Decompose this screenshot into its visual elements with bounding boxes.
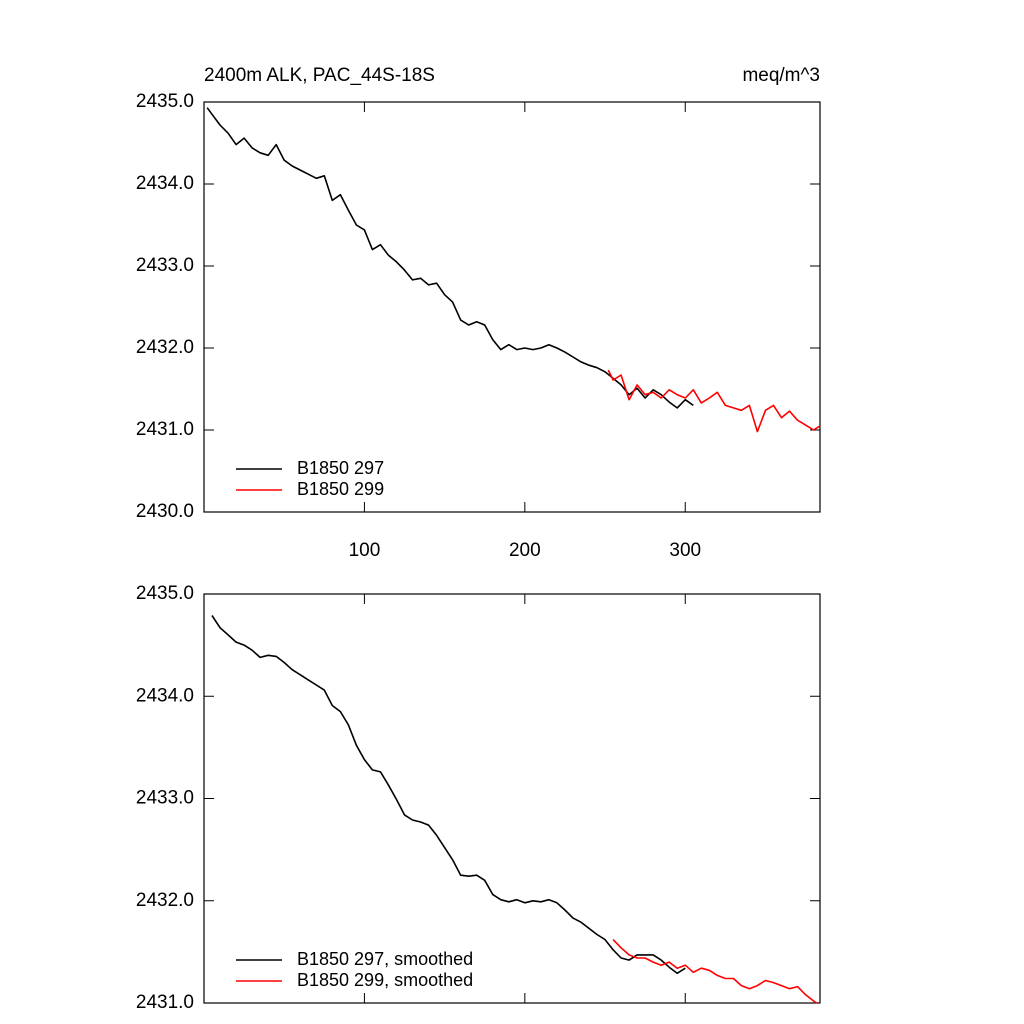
x-tick-label: 100 — [349, 540, 381, 561]
y-tick-label: 2434.0 — [136, 173, 194, 194]
chart-title: 2400m ALK, PAC_44S-18S — [204, 65, 435, 86]
data-line — [612, 939, 818, 1004]
units-label: meq/m^3 — [742, 65, 820, 86]
y-tick-label: 2431.0 — [136, 419, 194, 440]
plot-frame — [203, 593, 821, 1004]
y-tick-label: 2433.0 — [136, 788, 194, 809]
legend-label: B1850 297, smoothed — [297, 949, 473, 969]
y-tick-label: 2432.0 — [136, 890, 194, 911]
data-line — [206, 107, 694, 409]
x-tick-label: 200 — [509, 540, 541, 561]
legend-label: B1850 299 — [297, 479, 384, 499]
y-tick-label: 2434.0 — [136, 685, 194, 706]
legend-label: B1850 299, smoothed — [297, 970, 473, 990]
y-tick-label: 2432.0 — [136, 337, 194, 358]
x-tick-label: 300 — [669, 540, 701, 561]
y-tick-label: 2435.0 — [136, 583, 194, 604]
y-tick-label: 2430.0 — [136, 501, 194, 522]
data-line — [607, 369, 821, 433]
data-line — [211, 615, 686, 975]
y-tick-label: 2435.0 — [136, 91, 194, 112]
legend-label: B1850 297 — [297, 458, 384, 478]
plot-frame — [203, 101, 821, 513]
y-tick-label: 2431.0 — [136, 992, 194, 1013]
y-tick-label: 2433.0 — [136, 255, 194, 276]
